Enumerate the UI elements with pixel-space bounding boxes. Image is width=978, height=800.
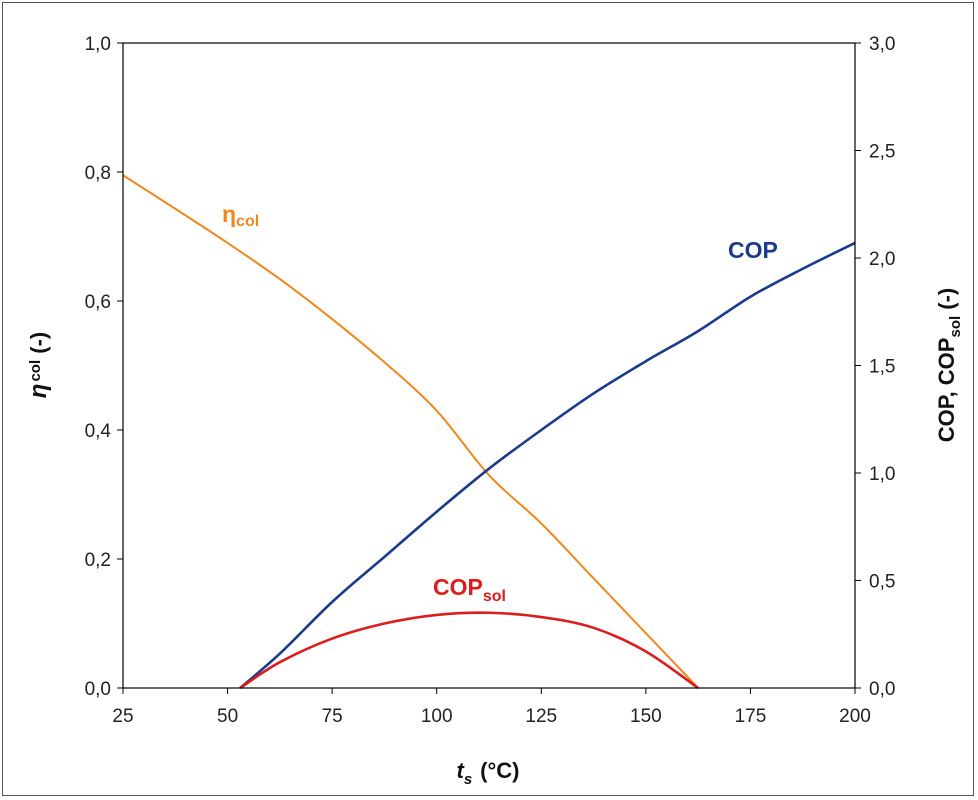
y-right-tick-label: 0,0 xyxy=(869,679,895,700)
y-left-tick-label: 0,4 xyxy=(85,421,112,442)
series-line-cop-sol xyxy=(239,611,699,690)
y-left-axis-title: η col (-) xyxy=(25,332,52,398)
x-axis-title-unit: (°C) xyxy=(480,758,519,783)
y-right-axis-title-unit: (-) xyxy=(934,288,959,316)
series-label-eta-col-main: η xyxy=(222,201,236,227)
y-left-tick-label: 1,0 xyxy=(85,34,111,55)
series-label-cop-main: COP xyxy=(728,237,778,263)
x-tick-label: 25 xyxy=(112,706,133,727)
series-label-eta-col: ηcol xyxy=(222,201,259,230)
x-tick-label: 100 xyxy=(421,706,453,727)
y-left-axis-title-main: η xyxy=(25,384,52,399)
x-tick-label: 150 xyxy=(630,706,662,727)
series-label-cop-sol-main: COP xyxy=(433,574,483,600)
y-right-tick-label: 0,5 xyxy=(869,572,895,593)
y-left-tick-label: 0,6 xyxy=(85,292,111,313)
tick-layer: 25 50 75 100 125 150 175 200 0,0 0,2 0,4 0,6 0,8 1,0 0… xyxy=(85,34,896,727)
y-left-axis-title-sub: col xyxy=(27,360,44,382)
y-left-tick-label: 0,2 xyxy=(85,550,111,571)
series-label-cop-sol: COPsol xyxy=(433,574,506,605)
series-label-cop-sol-sub: sol xyxy=(483,588,506,605)
y-right-axis-title: COP, COPsol (-) xyxy=(934,288,964,443)
series-layer xyxy=(122,174,856,690)
y-right-tick-label: 2,5 xyxy=(869,142,895,163)
x-tick-label: 50 xyxy=(217,706,238,727)
series-label-cop: COP xyxy=(728,237,778,263)
x-tick-label: 175 xyxy=(735,706,767,727)
y-left-tick-label: 0,8 xyxy=(85,163,111,184)
x-tick-label: 200 xyxy=(839,706,871,727)
series-label-eta-col-sub: col xyxy=(236,213,259,230)
y-right-tick-label: 1,0 xyxy=(869,464,895,485)
series-line-eta-col xyxy=(122,174,699,689)
x-tick-label: 75 xyxy=(322,706,343,727)
y-left-tick-label: 0,0 xyxy=(85,679,111,700)
x-tick-label: 125 xyxy=(525,706,557,727)
y-left-axis-title-unit: (-) xyxy=(26,332,51,360)
y-right-axis-title-sub: sol xyxy=(947,316,964,338)
series-line-cop xyxy=(239,241,856,689)
x-axis-title-main: t xyxy=(456,758,465,783)
x-axis-title: ts (°C) xyxy=(456,758,519,788)
x-axis-title-sub: s xyxy=(464,771,472,788)
y-right-axis-title-part1: COP, COP xyxy=(934,338,959,443)
y-right-tick-label: 2,0 xyxy=(869,249,895,270)
plot-area-border xyxy=(122,42,856,689)
y-right-tick-label: 3,0 xyxy=(869,34,895,55)
y-right-tick-label: 1,5 xyxy=(869,357,895,378)
